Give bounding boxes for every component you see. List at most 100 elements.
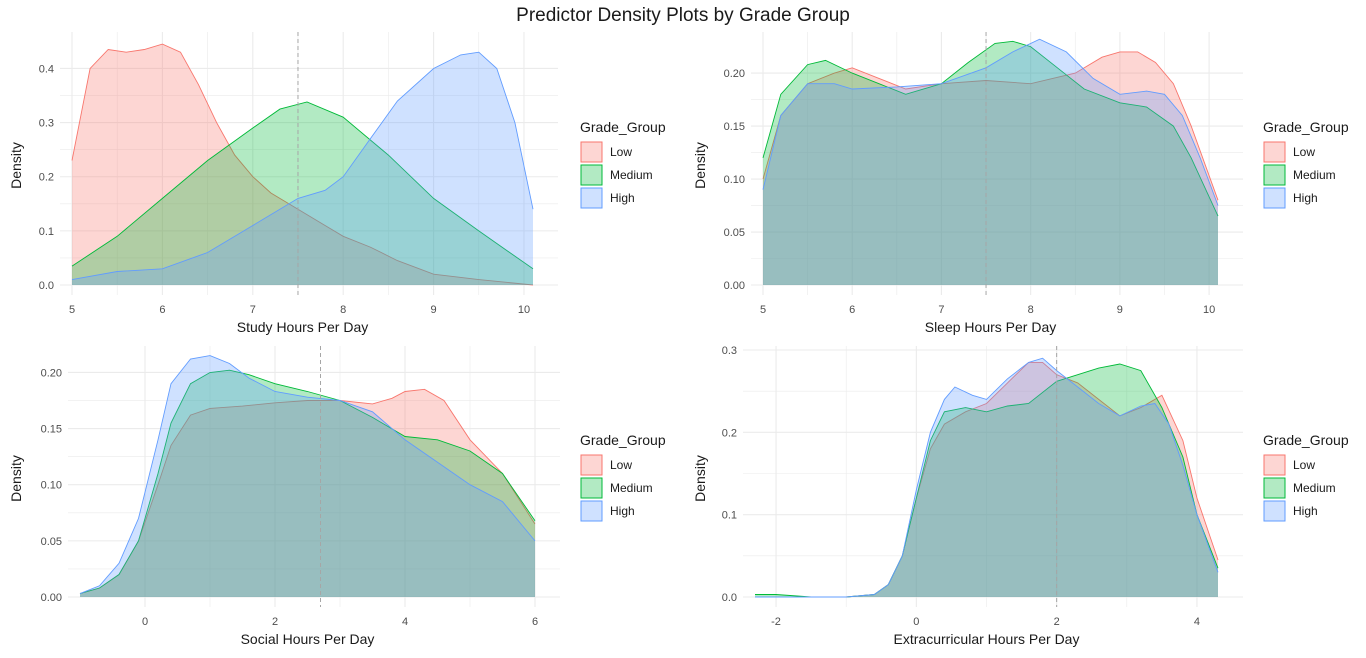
legend-label-low: Low [610,145,632,159]
legend-title: Grade_Group [580,119,666,135]
legend-label-high: High [1293,191,1318,205]
y-tick-label: 0.00 [41,592,62,604]
density-line-high [762,38,1219,206]
legend-key-low [580,141,603,163]
x-tick-label: 9 [431,304,437,316]
legend-key-high [1263,500,1286,522]
legend-key-low [580,454,603,476]
x-tick-label: 0 [913,616,919,628]
density-line-medium [71,101,534,270]
y-axis-label: Density [692,142,708,189]
y-axis-label: Density [8,455,24,502]
density-area-high [80,355,535,597]
density-line-low [71,43,534,286]
y-tick-label: 0.0 [722,592,737,604]
x-tick-label: 8 [340,304,346,316]
legend-label-low: Low [1293,458,1315,472]
x-tick-label: 6 [849,304,855,316]
density-area-low [72,44,533,285]
legend-key-high [580,500,603,522]
density-area-high [763,39,1218,286]
density-area-high [755,358,1218,597]
y-axis-label: Density [8,142,24,189]
density-line-medium [79,369,536,595]
density-area-low [763,51,1218,286]
y-tick-label: 0.3 [39,118,54,130]
y-tick-label: 0.20 [41,367,62,379]
legend-key-medium [580,164,603,186]
density-area-low [80,389,535,597]
y-tick-label: 0.4 [39,63,54,75]
density-line-high [71,51,534,281]
y-tick-label: 0.10 [724,174,745,186]
density-area-low [755,362,1218,597]
x-tick-label: 0 [142,616,148,628]
legend-title: Grade_Group [1263,432,1349,448]
density-area-medium [755,364,1218,597]
legend-label-low: Low [1293,145,1315,159]
y-tick-label: 0.20 [724,68,745,80]
y-tick-label: 0.3 [722,345,737,357]
density-line-medium [762,40,1219,217]
y-tick-label: 0.10 [41,480,62,492]
legend-label-medium: Medium [610,481,653,495]
y-tick-label: 0.1 [39,226,54,238]
x-axis-label: Extracurricular Hours Per Day [894,631,1080,647]
density-area-medium [763,41,1218,285]
density-area-medium [80,370,535,597]
y-axis-label: Density [692,455,708,502]
legend-key-low [1263,454,1286,476]
density-area-high [72,52,533,286]
y-tick-label: 0.1 [722,510,737,522]
y-tick-label: 0.00 [724,280,745,292]
legend-label-high: High [610,191,635,205]
legend-key-medium [1263,477,1286,499]
density-line-high [79,355,536,595]
legend-key-medium [580,477,603,499]
legend-label-high: High [610,504,635,518]
legend-key-low [1263,141,1286,163]
x-tick-label: 6 [532,616,538,628]
y-tick-label: 0.05 [41,536,62,548]
legend-label-low: Low [610,458,632,472]
density-line-low [79,388,536,595]
legend-label-medium: Medium [1293,168,1336,182]
legend-label-high: High [1293,504,1318,518]
y-tick-label: 0.15 [724,121,745,133]
x-axis-label: Sleep Hours Per Day [925,319,1057,335]
x-tick-label: 4 [1194,616,1200,628]
x-tick-label: 6 [159,304,165,316]
x-tick-label: 7 [250,304,256,316]
x-tick-label: 5 [69,304,75,316]
x-tick-label: 7 [938,304,944,316]
x-tick-label: 10 [1203,304,1215,316]
x-tick-label: 2 [272,616,278,628]
y-tick-label: 0.2 [722,427,737,439]
legend-title: Grade_Group [580,432,666,448]
legend-label-medium: Medium [610,168,653,182]
x-tick-label: 2 [1054,616,1060,628]
x-tick-label: 8 [1028,304,1034,316]
density-area-medium [72,102,533,285]
x-axis-label: Study Hours Per Day [237,319,369,335]
y-tick-label: 0.2 [39,172,54,184]
x-tick-label: 10 [518,304,530,316]
density-line-low [762,51,1219,201]
x-tick-label: 5 [760,304,766,316]
x-axis-label: Social Hours Per Day [241,631,375,647]
y-tick-label: 0.0 [39,280,54,292]
legend-key-high [580,187,603,209]
legend-key-medium [1263,164,1286,186]
legend-label-medium: Medium [1293,481,1336,495]
figure-title: Predictor Density Plots by Grade Group [516,5,850,26]
y-tick-label: 0.05 [724,227,745,239]
y-tick-label: 0.15 [41,424,62,436]
legend-key-high [1263,187,1286,209]
x-tick-label: 4 [402,616,408,628]
density-line-high [755,357,1219,598]
x-tick-label: 9 [1117,304,1123,316]
x-tick-label: -2 [771,616,781,628]
legend-title: Grade_Group [1263,119,1349,135]
